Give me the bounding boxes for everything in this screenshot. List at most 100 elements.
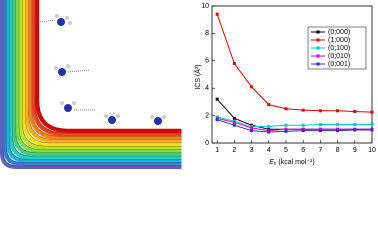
series-line	[217, 117, 372, 132]
contour-line	[15, 0, 182, 153]
point	[267, 130, 271, 134]
point	[370, 110, 374, 114]
legend-label: (0;010)	[328, 53, 350, 60]
atom	[154, 117, 162, 125]
atom	[65, 16, 69, 20]
legend-label: (0;100)	[328, 45, 350, 52]
x-tick-label: 3	[250, 147, 254, 154]
x-tick-label: 4	[267, 147, 271, 154]
point	[250, 85, 254, 89]
contour-line	[34, 0, 182, 134]
point	[336, 129, 340, 133]
point	[250, 126, 254, 130]
x-tick-label: 10	[368, 147, 376, 154]
y-tick-label: 6	[205, 58, 209, 65]
contour-plot	[0, 0, 183, 169]
point	[336, 109, 340, 113]
contour-band	[12, 0, 182, 156]
point	[215, 97, 219, 101]
series-line	[217, 116, 372, 128]
legend-label: (0;000)	[328, 29, 350, 36]
y-axis-label: ICS (Å²)	[193, 64, 202, 89]
atom	[55, 14, 59, 18]
contour-band	[6, 0, 182, 163]
legend-label: (0;001)	[328, 61, 350, 68]
x-axis-label-unit: (kcal mol⁻¹)	[276, 159, 314, 166]
point	[232, 120, 236, 124]
contour-band	[19, 0, 182, 150]
contour-line	[9, 0, 182, 160]
x-tick-label: 1	[215, 147, 219, 154]
contour-line	[38, 0, 182, 130]
legend-marker	[316, 30, 320, 34]
point	[284, 129, 288, 133]
point	[370, 123, 374, 127]
contour-line	[18, 0, 182, 150]
atom	[116, 114, 120, 118]
atom	[104, 114, 108, 118]
point	[284, 107, 288, 111]
point	[284, 127, 288, 131]
x-axis-label-sub: c	[274, 161, 277, 167]
contour-band	[16, 0, 182, 153]
x-tick-label: 7	[318, 147, 322, 154]
contour-band	[0, 0, 182, 169]
atom	[58, 68, 66, 76]
atom	[66, 64, 70, 68]
contour-band	[9, 0, 182, 160]
contour-line	[28, 0, 182, 140]
series-line	[217, 119, 372, 133]
atom	[162, 115, 166, 119]
legend-label: (1;000)	[328, 37, 350, 44]
contour-band	[32, 0, 182, 136]
legend-marker	[316, 62, 320, 66]
point	[336, 123, 340, 127]
series-line	[216, 14, 373, 113]
contour-band	[28, 0, 182, 140]
point	[353, 123, 357, 127]
point	[267, 125, 271, 129]
point	[318, 123, 322, 127]
y-tick-label: 2	[205, 112, 209, 119]
x-tick-label: 6	[301, 147, 305, 154]
point	[232, 123, 236, 127]
point	[267, 103, 271, 107]
atom	[60, 101, 64, 105]
contour-line	[2, 0, 182, 167]
y-tick-label: 8	[205, 30, 209, 37]
contour-band	[35, 0, 182, 133]
molecules	[39, 14, 166, 125]
x-axis-label: Ec (kcal mol⁻¹)	[269, 159, 314, 167]
x-tick-label: 8	[336, 147, 340, 154]
contour-line	[12, 0, 182, 157]
contour-line	[31, 0, 182, 137]
point	[284, 123, 288, 127]
y-tick-label: 10	[201, 3, 209, 10]
point	[232, 116, 236, 120]
atom	[108, 116, 116, 124]
point	[215, 118, 219, 122]
atom	[57, 18, 65, 26]
point	[318, 129, 322, 133]
x-axis-label-symbol: E	[269, 159, 274, 166]
x-tick-label: 2	[232, 147, 236, 154]
legend-marker	[316, 38, 320, 42]
point	[215, 12, 219, 16]
x-tick-label: 9	[353, 147, 357, 154]
contour-line	[22, 0, 182, 147]
point	[353, 109, 357, 113]
atom	[72, 101, 76, 105]
point	[301, 129, 305, 133]
contour-band	[3, 0, 182, 166]
contour-band	[25, 0, 182, 143]
point	[232, 62, 236, 66]
point	[301, 108, 305, 112]
contour-line	[6, 0, 182, 163]
atom	[150, 115, 154, 119]
y-tick-label: 4	[205, 85, 209, 92]
atom	[64, 104, 72, 112]
y-tick-label: 0	[205, 140, 209, 147]
legend-marker	[316, 54, 320, 58]
point	[250, 129, 254, 133]
